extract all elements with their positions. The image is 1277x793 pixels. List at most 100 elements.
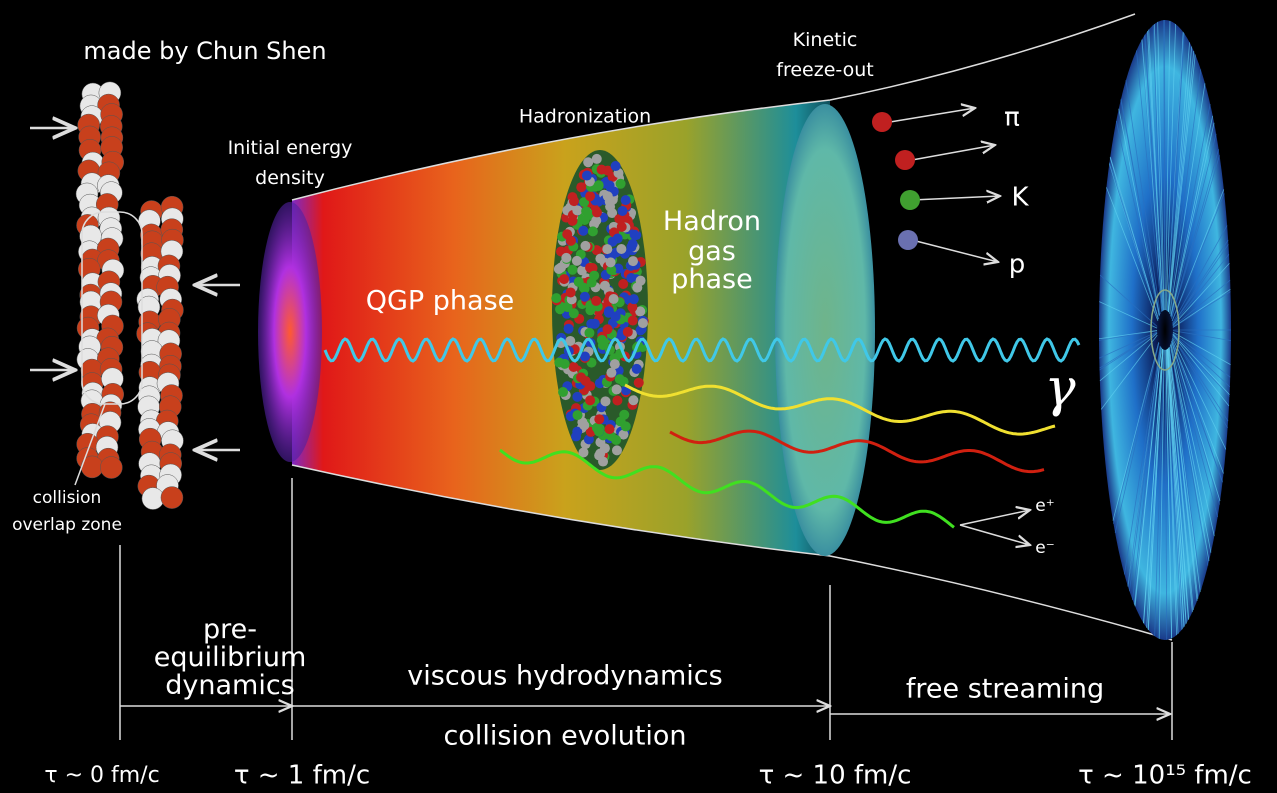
hadron-dot xyxy=(628,256,638,266)
hadron-dot xyxy=(612,384,622,394)
hadron-dot xyxy=(623,327,633,337)
nuclei xyxy=(76,82,183,510)
hadron-dot xyxy=(628,316,638,326)
hadron-dot xyxy=(606,368,616,378)
hadron-dot xyxy=(554,264,564,274)
hadron-dot xyxy=(611,435,621,445)
hadron-dot xyxy=(634,378,644,388)
hadron-dot xyxy=(612,445,622,455)
hadron-dot xyxy=(618,279,628,289)
hadron-dot xyxy=(632,364,642,374)
hadron-dot xyxy=(569,196,579,206)
qgp-label: QGP phase xyxy=(366,286,515,317)
hadron-dot xyxy=(564,324,574,334)
freeze-out-ellipse xyxy=(775,104,875,556)
hadron-dot xyxy=(617,206,627,216)
hadron-dot xyxy=(581,376,591,386)
hadron-dot xyxy=(628,239,638,249)
hadron-dot xyxy=(581,206,591,216)
hadron-dot xyxy=(551,293,561,303)
freeze-out-label: Kineticfreeze-out xyxy=(776,29,873,81)
electron-label: e⁻ xyxy=(1035,538,1054,558)
hadron-dot xyxy=(574,277,584,287)
credit: made by Chun Shen xyxy=(83,37,326,65)
hadron-dot xyxy=(559,274,569,284)
incoming-arrows xyxy=(30,128,240,450)
hadron-dot xyxy=(598,340,608,350)
hadron-dot xyxy=(584,328,594,338)
hadron-dot xyxy=(621,195,631,205)
hadron-dot xyxy=(585,305,595,315)
nucleon xyxy=(142,488,164,510)
hadron-dot xyxy=(591,296,601,306)
hadron-dot xyxy=(598,457,608,467)
page: Heavy-ion collision evolution {"credit":… xyxy=(0,0,1277,793)
hadron-dot xyxy=(628,395,638,405)
hadron-dot xyxy=(569,362,579,372)
hadron-dot xyxy=(605,180,615,190)
positron-label: e⁺ xyxy=(1035,496,1054,516)
hadron-dot xyxy=(600,396,610,406)
hadron-dot xyxy=(597,165,607,175)
nucleon xyxy=(161,487,183,509)
hadron-dot xyxy=(576,182,586,192)
hadron-dot xyxy=(561,253,571,263)
hadron-dot xyxy=(611,311,621,321)
evolution-label: collision evolution xyxy=(443,721,686,752)
hadron-dot xyxy=(589,271,599,281)
hadron-dot xyxy=(611,161,621,171)
hadron-dot xyxy=(600,281,610,291)
proton-ball xyxy=(898,230,918,250)
pion-label: π xyxy=(1004,103,1020,133)
hadron-dot xyxy=(609,294,619,304)
pion-ball xyxy=(872,112,892,132)
hadron-dot xyxy=(580,241,590,251)
hadron-dot xyxy=(629,294,639,304)
hadron-dot xyxy=(573,410,583,420)
hadron-dot xyxy=(615,374,625,384)
time-label: τ ~ 10 fm/c xyxy=(759,761,912,791)
hadronization-label: Hadronization xyxy=(519,106,651,128)
hadron-dot xyxy=(621,421,631,431)
hadron-dot xyxy=(605,424,615,434)
hadron-dot xyxy=(586,319,596,329)
hadron-dot xyxy=(603,324,613,334)
hadron-dot xyxy=(566,287,576,297)
hadron-dot xyxy=(566,236,576,246)
hadron-dot xyxy=(638,318,648,328)
hadron-dot xyxy=(595,254,605,264)
hadron-dot xyxy=(594,414,604,424)
hadron-dot xyxy=(616,244,626,254)
hadron-dot xyxy=(582,171,592,181)
nucleon xyxy=(100,457,122,479)
hadron-dot xyxy=(592,207,602,217)
proton-label: p xyxy=(1009,250,1026,280)
hadron-dot xyxy=(578,226,588,236)
hadron-dot xyxy=(580,215,590,225)
free-streaming-label: free streaming xyxy=(906,674,1104,705)
hadron-dot xyxy=(560,359,570,369)
hadron-dot xyxy=(572,392,582,402)
hadron-dot xyxy=(613,233,623,243)
hadron-dot xyxy=(612,395,622,405)
hadron-dot xyxy=(592,423,602,433)
hadron-dot xyxy=(610,359,620,369)
hadron-dot xyxy=(630,230,640,240)
hadron-dot xyxy=(606,257,616,267)
initial-energy-label: Initial energydensity xyxy=(228,137,353,189)
body: made by Chun Shen Kineticfreeze-out Hadr… xyxy=(0,0,1277,793)
hadron-dot xyxy=(588,226,598,236)
hadron-dot xyxy=(571,431,581,441)
hydro-label: viscous hydrodynamics xyxy=(407,661,722,692)
hadron-dot xyxy=(585,191,595,201)
hadron-dot xyxy=(567,216,577,226)
time-label: τ ~ 1 fm/c xyxy=(234,761,370,791)
hadron-dot xyxy=(558,387,568,397)
hadron-dot xyxy=(569,308,579,318)
kaon-label: K xyxy=(1011,183,1029,213)
pion-ball xyxy=(895,150,915,170)
hadron-dot xyxy=(567,265,577,275)
time-label: τ ~ 10¹⁵ fm/c xyxy=(1078,761,1252,791)
